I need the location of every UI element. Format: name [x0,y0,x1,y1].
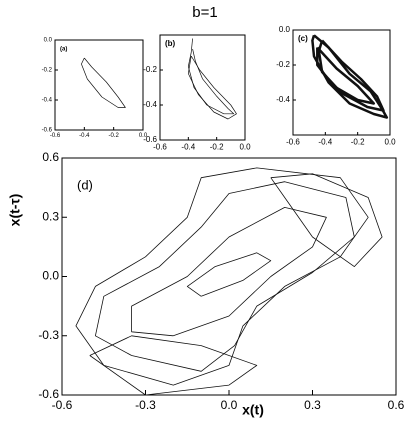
y-tick-label: -0.6 [38,387,59,401]
x-tick-label: -0.6 [153,142,167,151]
trajectory [311,34,389,119]
panel: -0.6 -0.3 0.0 0.3 0.6 0.6 0.3 0.0 -0.3 -0.6 (d) x(t… [7,150,405,418]
x-tick-label: -0.4 [181,142,195,151]
y-tick-label: -0.3 [38,328,59,342]
y-tick-label: -0.2 [42,68,53,74]
x-axis-label: x(t) [242,402,264,418]
figure-title: b=1 [192,4,217,21]
trajectory [186,252,272,297]
trajectory [131,207,327,337]
trajectory [316,46,376,105]
trajectory [317,39,385,112]
trajectory [187,38,235,115]
y-tick-label: -0.4 [276,95,290,104]
panel-label: (c) [298,34,308,43]
plot-frame [159,34,246,141]
trajectory [75,167,369,386]
trajectory [81,57,126,108]
x-tick-label: -0.2 [210,142,224,151]
y-tick-label: -0.4 [143,100,157,109]
y-tick-label: -0.4 [42,98,53,104]
panel-label: (a) [60,47,67,53]
x-tick-label: -0.4 [318,137,332,146]
y-tick-label: -0.6 [42,128,53,134]
x-tick-label: -0.2 [108,133,119,139]
y-tick-label: -0.2 [276,60,290,69]
panel: -0.6 -0.4 -0.2 0.0 0.0 -0.2 -0.4 -0.6 (a) [42,38,148,139]
trajectory [89,335,258,396]
trajectory [187,55,237,120]
trajectory [95,181,355,372]
x-tick-label: -0.6 [52,398,73,412]
y-tick-label: -0.6 [143,135,157,144]
panel: -0.6 -0.4 -0.2 0.0 0.0 -0.2 -0.4 (c) [276,25,396,146]
x-tick-label: -0.6 [286,137,300,146]
plot-frame [54,39,144,131]
x-tick-label: 0.0 [384,137,396,146]
x-tick-label: -0.4 [79,133,90,139]
x-tick-label: 0.0 [221,398,238,412]
x-tick-label: 0.0 [239,142,251,151]
trajectory [270,173,383,267]
x-tick-label: 0.0 [139,133,148,139]
plot-frame [292,29,391,136]
x-tick-label: -0.2 [351,137,365,146]
panel: -0.6 -0.4 -0.2 0.0 -0.2 -0.4 -0.6 (b) [143,34,251,151]
x-tick-label: -0.3 [135,398,156,412]
x-tick-label: 0.6 [388,398,405,412]
panel-label: (d) [77,177,93,192]
x-tick-label: 0.3 [304,398,321,412]
panel-label: (b) [165,39,176,48]
y-tick-label: 0.3 [42,209,59,223]
y-tick-label: 0.0 [279,25,291,34]
y-tick-label: 0.0 [44,38,53,44]
y-axis-label: x(t-τ) [7,194,23,227]
y-tick-label: 0.6 [42,150,59,164]
x-tick-label: -0.6 [50,133,61,139]
y-tick-label: 0.0 [42,269,59,283]
y-tick-label: -0.2 [143,65,157,74]
